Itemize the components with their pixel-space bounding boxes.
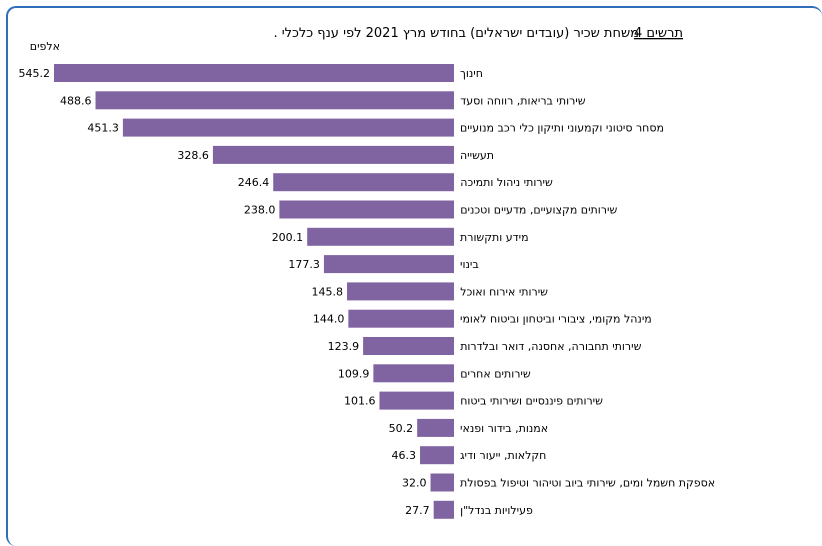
chart-title-rest: . משחת שכיר (עובדים ישראלים) בחודש מרץ 2… [273,26,639,41]
chart-frame [6,6,822,546]
y-unit-label: אלפים [30,40,60,53]
category-label: אמנות, בידור ופנאי [460,422,548,435]
bar [122,118,454,137]
bar-value-label: 50.2 [389,422,414,435]
bar [430,473,454,492]
bar-value-label: 27.7 [405,504,430,517]
bar [420,446,454,465]
bar-value-label: 545.2 [19,67,51,80]
bar-value-label: 328.6 [177,149,209,162]
bar [347,282,454,301]
bar [95,91,454,110]
category-label: שירותי אירוח ואוכל [460,285,548,298]
bar-value-label: 46.3 [392,449,417,462]
bar-value-label: 200.1 [272,231,304,244]
category-label: חינוך [460,67,483,80]
bar-value-label: 109.9 [338,367,370,380]
category-label: מידע ותקשורת [460,231,529,244]
category-label: שירותי תחבורה, אחסנה, דואר ובלדרות [460,340,641,353]
bar [379,391,454,410]
bar-value-label: 32.0 [402,477,427,490]
bar [323,255,454,274]
bar-value-label: 451.3 [87,122,119,135]
bar [373,364,454,383]
bar [363,337,454,355]
category-label: שירותים מקצועיים, מדעיים וטכנים [460,204,617,217]
bar [433,500,454,519]
bar [307,227,454,246]
category-label: מינהל מקומי, ציבורי וביטחון וביטוח לאומי [460,313,652,326]
category-label: מסחר סיטוני וקמעוני ותיקון כלי רכב מנועי… [460,122,664,135]
category-label: פעילויות בנדל"ן [460,504,533,517]
bar [279,200,454,219]
bar [54,64,454,82]
bar-value-label: 101.6 [344,395,376,408]
bar [348,309,454,328]
category-label: שירותי בריאות, רווחה וסעד [460,94,586,107]
bar-value-label: 177.3 [288,258,320,271]
bar-value-label: 145.8 [312,285,344,298]
bar-value-label: 246.4 [238,176,270,189]
bar-value-label: 144.0 [313,313,345,326]
chart-title-prefix: תרשים 4 [634,26,683,41]
category-label: אספקת חשמל ומים, שירותי ביוב וטיהור וטיפ… [460,477,715,490]
category-label: תעשייה [460,149,494,162]
category-label: חקלאות, ייעור ודיג [460,449,546,462]
bar-value-label: 123.9 [328,340,360,353]
category-label: שירותי ניהול ותמיכה [460,176,553,189]
bar [212,145,454,164]
bar [273,173,454,192]
bar-value-label: 488.6 [60,94,92,107]
category-label: שירותים פיננסיים ושירותי ביטוח [460,395,603,408]
bar-value-label: 238.0 [244,204,276,217]
category-label: שירותים אחרים [460,367,531,380]
bar [417,418,454,437]
category-label: בינוי [460,258,479,271]
